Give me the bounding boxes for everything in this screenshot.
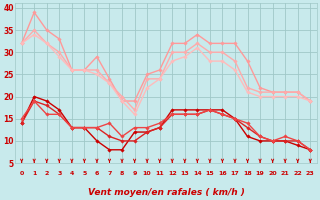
X-axis label: Vent moyen/en rafales ( km/h ): Vent moyen/en rafales ( km/h )	[87, 188, 244, 197]
